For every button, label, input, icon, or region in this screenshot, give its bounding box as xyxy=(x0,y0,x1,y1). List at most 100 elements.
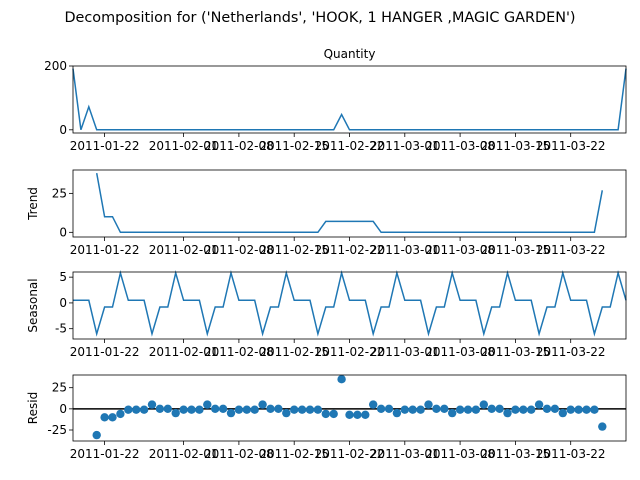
x-tick-label: 2011-02-22 xyxy=(315,447,385,461)
resid-point xyxy=(487,404,496,413)
subplot-title: Quantity xyxy=(324,47,376,61)
x-tick-label: 2011-02-01 xyxy=(149,345,219,359)
axes-frame xyxy=(72,65,627,134)
resid-point xyxy=(558,408,567,418)
x-tick-label: 2011-03-01 xyxy=(370,447,440,461)
resid-point xyxy=(211,404,220,413)
resid-point xyxy=(258,400,267,409)
axes-frame xyxy=(72,271,627,340)
x-tick-label: 2011-01-22 xyxy=(70,345,140,359)
y-tick-label: 25 xyxy=(52,381,67,395)
x-tick-label: 2011-02-08 xyxy=(204,139,274,153)
series-line xyxy=(73,270,627,337)
x-tick-label: 2011-01-22 xyxy=(70,243,140,257)
resid-point xyxy=(242,405,251,414)
resid-point xyxy=(574,405,583,414)
resid-point xyxy=(124,405,133,414)
x-tick-label: 2011-03-01 xyxy=(370,139,440,153)
x-tick-label: 2011-02-15 xyxy=(259,447,329,461)
x-tick-label: 2011-03-22 xyxy=(536,345,606,359)
x-tick-label: 2011-02-08 xyxy=(204,447,274,461)
x-tick-label: 2011-03-15 xyxy=(481,243,551,257)
resid-point xyxy=(432,404,441,413)
resid-point xyxy=(203,400,212,409)
x-tick-label: 2011-02-15 xyxy=(259,243,329,257)
resid-point xyxy=(542,404,552,413)
y-axis-label: Trend xyxy=(26,187,40,221)
x-tick-label: 2011-03-01 xyxy=(370,243,440,257)
x-tick-label: 2011-02-01 xyxy=(149,139,219,153)
x-tick-label: 2011-03-22 xyxy=(536,447,606,461)
resid-point xyxy=(274,404,283,413)
resid-point xyxy=(519,405,528,414)
resid-point xyxy=(369,400,378,409)
resid-point xyxy=(250,405,259,414)
resid-point xyxy=(305,405,315,414)
x-tick-label: 2011-02-01 xyxy=(149,243,219,257)
resid-point xyxy=(416,405,425,414)
resid-point xyxy=(424,400,433,409)
y-tick-label: 200 xyxy=(44,59,67,73)
resid-point xyxy=(392,408,402,418)
y-tick-label: -25 xyxy=(47,423,67,437)
resid-point xyxy=(116,409,125,419)
resid-point xyxy=(218,404,228,413)
x-tick-label: 2011-03-08 xyxy=(425,345,495,359)
x-tick-label: 2011-03-22 xyxy=(536,139,606,153)
x-tick-label: 2011-03-15 xyxy=(481,139,551,153)
x-tick-label: 2011-03-08 xyxy=(425,447,495,461)
resid-point xyxy=(100,413,109,422)
resid-point xyxy=(534,400,544,409)
x-tick-label: 2011-02-15 xyxy=(259,139,329,153)
resid-point xyxy=(155,404,165,413)
y-axis-label: Seasonal xyxy=(26,278,40,332)
resid-point xyxy=(455,405,465,414)
resid-point xyxy=(195,405,204,414)
y-axis-label: Resid xyxy=(26,392,40,424)
x-tick-label: 2011-02-08 xyxy=(204,243,274,257)
series-line xyxy=(95,172,604,234)
resid-point xyxy=(163,404,172,413)
resid-point xyxy=(321,409,330,419)
x-tick-label: 2011-03-08 xyxy=(425,243,495,257)
figure-title: Decomposition for ('Netherlands', 'HOOK,… xyxy=(64,10,575,26)
x-tick-label: 2011-02-08 xyxy=(204,345,274,359)
resid-point xyxy=(187,405,196,414)
resid-point xyxy=(290,405,299,414)
x-tick-label: 2011-01-22 xyxy=(70,139,140,153)
x-tick-label: 2011-03-08 xyxy=(425,139,495,153)
resid-point xyxy=(463,405,473,414)
resid-point xyxy=(132,405,141,414)
resid-point xyxy=(550,404,560,413)
resid-point xyxy=(266,404,275,413)
resid-point xyxy=(598,422,607,431)
resid-point xyxy=(511,405,520,414)
resid-point xyxy=(384,404,394,413)
resid-point xyxy=(329,409,338,419)
resid-point xyxy=(408,405,417,414)
resid-point xyxy=(471,405,481,414)
resid-point xyxy=(108,413,117,422)
x-tick-label: 2011-01-22 xyxy=(70,447,140,461)
x-tick-label: 2011-02-01 xyxy=(149,447,219,461)
resid-point xyxy=(361,410,370,419)
y-tick-label: 0 xyxy=(59,296,67,310)
y-tick-label: 0 xyxy=(59,123,67,137)
x-tick-label: 2011-02-22 xyxy=(315,139,385,153)
axes-frame xyxy=(72,374,627,442)
resid-point xyxy=(582,405,591,414)
resid-point xyxy=(479,400,488,409)
resid-point xyxy=(495,404,504,413)
resid-point xyxy=(139,405,149,414)
y-tick-label: 0 xyxy=(59,402,67,416)
resid-point xyxy=(345,410,354,419)
resid-point xyxy=(448,408,457,418)
x-tick-label: 2011-02-22 xyxy=(315,243,385,257)
resid-point xyxy=(282,408,291,418)
x-tick-label: 2011-03-22 xyxy=(536,243,606,257)
